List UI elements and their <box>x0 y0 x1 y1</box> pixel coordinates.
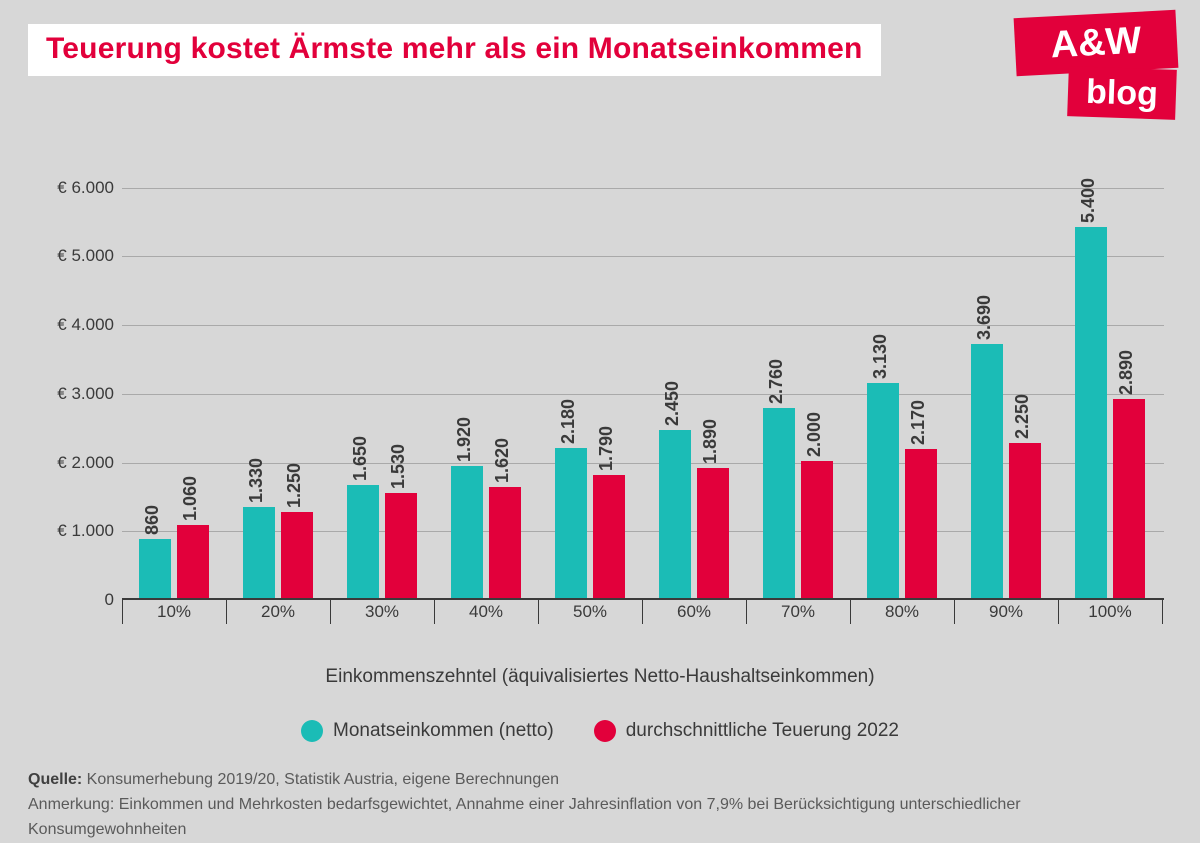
logo-bottom-text: blog <box>1067 66 1177 120</box>
x-tick-label: 60% <box>642 602 746 622</box>
bar: 5.400 <box>1075 227 1107 598</box>
bar: 1.620 <box>489 487 521 598</box>
bar: 2.170 <box>905 449 937 598</box>
bar: 1.890 <box>697 468 729 598</box>
bar: 860 <box>139 539 171 598</box>
x-tick-label: 30% <box>330 602 434 622</box>
bar-value-label: 2.000 <box>804 411 825 456</box>
bar-value-label: 1.330 <box>246 458 267 503</box>
x-tick-label: 100% <box>1058 602 1162 622</box>
bar-value-label: 2.450 <box>662 381 683 426</box>
y-tick-label: € 4.000 <box>36 315 114 335</box>
source-label: Quelle: <box>28 771 82 788</box>
y-tick-label: € 6.000 <box>36 178 114 198</box>
legend-swatch <box>301 720 323 742</box>
legend: Monatseinkommen (netto) durchschnittliche… <box>0 720 1200 742</box>
legend-item: durchschnittliche Teuerung 2022 <box>594 720 899 742</box>
x-axis-label: Einkommenszehntel (äquivalisiertes Netto… <box>0 666 1200 688</box>
bar: 1.330 <box>243 507 275 598</box>
bar: 1.920 <box>451 466 483 598</box>
bar: 2.450 <box>659 430 691 598</box>
bar: 1.060 <box>177 525 209 598</box>
y-tick-label: € 2.000 <box>36 453 114 473</box>
x-tick-label: 20% <box>226 602 330 622</box>
bar-value-label: 2.170 <box>908 400 929 445</box>
bar-value-label: 1.060 <box>180 476 201 521</box>
gridline <box>122 531 1164 532</box>
bar-value-label: 1.650 <box>350 436 371 481</box>
bar-value-label: 2.250 <box>1012 394 1033 439</box>
bar-value-label: 2.760 <box>766 359 787 404</box>
bar: 1.530 <box>385 493 417 598</box>
gridline <box>122 188 1164 189</box>
y-tick-label: € 3.000 <box>36 384 114 404</box>
legend-label: durchschnittliche Teuerung 2022 <box>626 720 899 742</box>
bar-value-label: 1.890 <box>700 419 721 464</box>
legend-swatch <box>594 720 616 742</box>
aw-blog-logo: A&W blog <box>1015 14 1180 124</box>
bar: 2.180 <box>555 448 587 598</box>
x-tick-label: 80% <box>850 602 954 622</box>
bar-value-label: 2.890 <box>1116 350 1137 395</box>
y-tick-label: € 1.000 <box>36 521 114 541</box>
bar-value-label: 1.790 <box>596 426 617 471</box>
gridline <box>122 325 1164 326</box>
bar: 1.790 <box>593 475 625 598</box>
bar: 1.650 <box>347 485 379 598</box>
x-separator <box>1162 600 1163 624</box>
x-tick-label: 50% <box>538 602 642 622</box>
chart-title: Teuerung kostet Ärmste mehr als ein Mona… <box>46 32 863 66</box>
bar-value-label: 2.180 <box>558 399 579 444</box>
footer-notes: Quelle: Konsumerhebung 2019/20, Statisti… <box>28 768 1172 842</box>
x-tick-label: 90% <box>954 602 1058 622</box>
y-tick-label: 0 <box>36 590 114 610</box>
bar-value-label: 1.250 <box>284 463 305 508</box>
gridline <box>122 394 1164 395</box>
bar-value-label: 1.620 <box>492 438 513 483</box>
bar: 2.760 <box>763 408 795 598</box>
source-line: Quelle: Konsumerhebung 2019/20, Statisti… <box>28 768 1172 793</box>
plot-area: 10%8601.06020%1.3301.25030%1.6501.53040%… <box>122 160 1164 600</box>
source-text: Konsumerhebung 2019/20, Statistik Austri… <box>82 771 559 788</box>
gridline <box>122 463 1164 464</box>
bar-value-label: 5.400 <box>1078 178 1099 223</box>
bar-chart: 10%8601.06020%1.3301.25030%1.6501.53040%… <box>36 160 1164 624</box>
gridline <box>122 256 1164 257</box>
title-container: Teuerung kostet Ärmste mehr als ein Mona… <box>28 24 881 76</box>
bar: 3.690 <box>971 344 1003 598</box>
bar: 2.000 <box>801 461 833 599</box>
bar: 2.250 <box>1009 443 1041 598</box>
legend-label: Monatseinkommen (netto) <box>333 720 554 742</box>
bar: 2.890 <box>1113 399 1145 598</box>
bar-value-label: 1.920 <box>454 417 475 462</box>
legend-item: Monatseinkommen (netto) <box>301 720 554 742</box>
note-line: Anmerkung: Einkommen und Mehrkosten beda… <box>28 793 1172 843</box>
bar-value-label: 1.530 <box>388 444 409 489</box>
y-tick-label: € 5.000 <box>36 246 114 266</box>
bar: 3.130 <box>867 383 899 598</box>
bar: 1.250 <box>281 512 313 598</box>
bar-value-label: 860 <box>142 505 163 535</box>
x-tick-label: 40% <box>434 602 538 622</box>
x-tick-label: 70% <box>746 602 850 622</box>
x-tick-label: 10% <box>122 602 226 622</box>
bar-value-label: 3.690 <box>974 295 995 340</box>
bar-value-label: 3.130 <box>870 334 891 379</box>
